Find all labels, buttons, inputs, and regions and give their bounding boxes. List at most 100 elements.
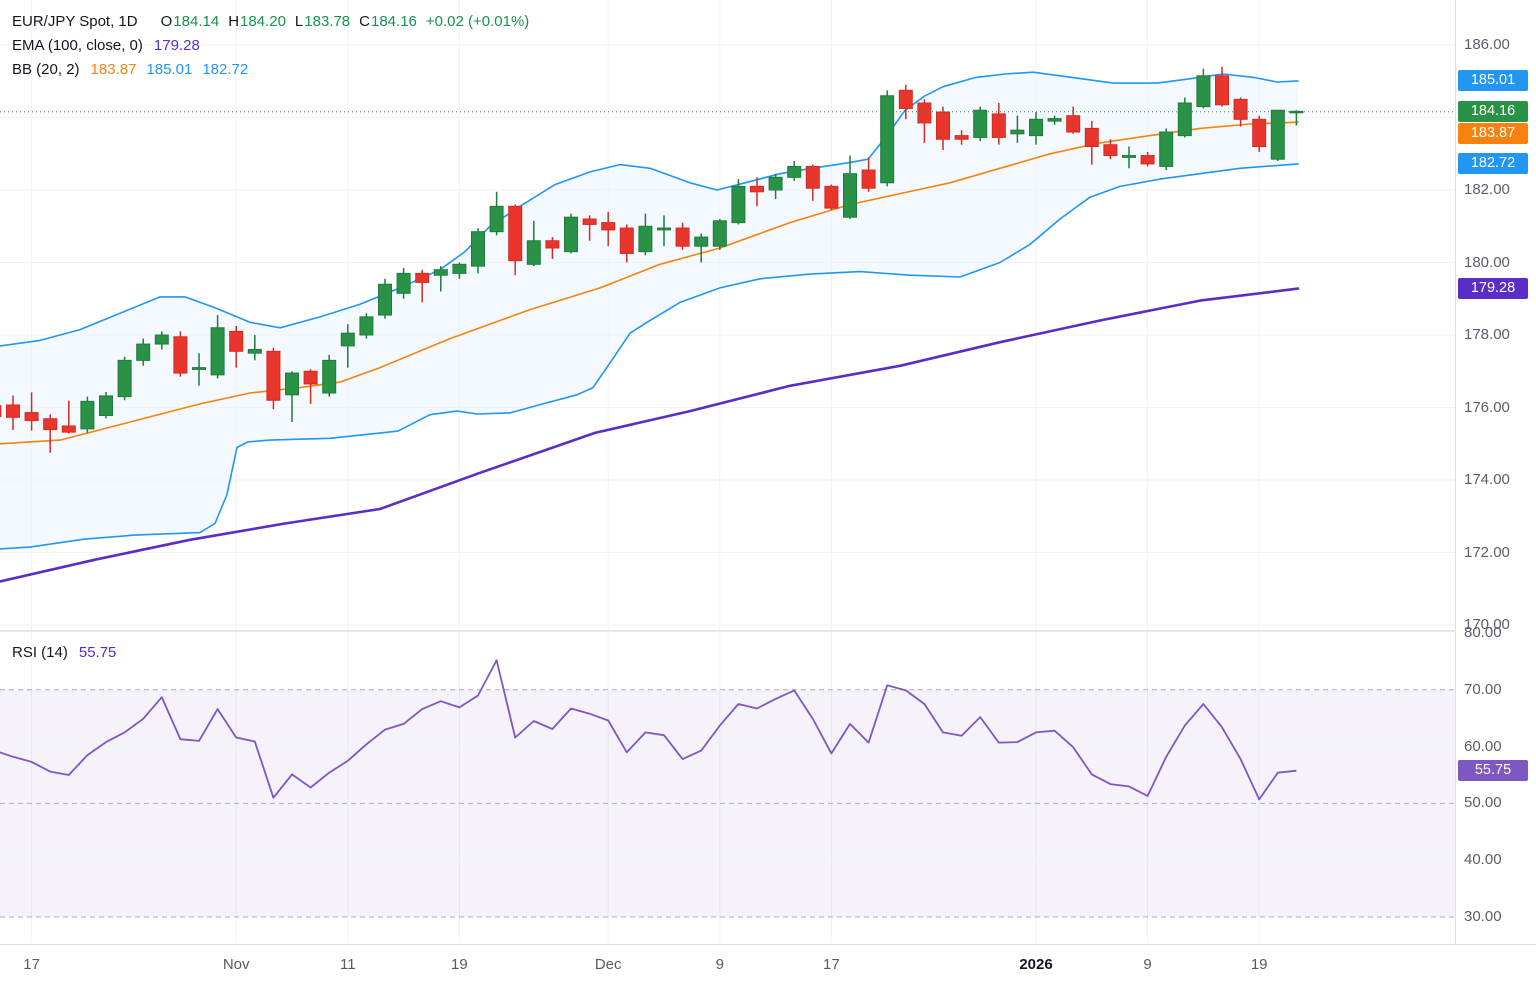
time-tick-label: 2026 [1019,956,1053,973]
candle-body [861,169,876,189]
candle [1159,128,1174,171]
candle-body [340,332,355,347]
candle [880,90,895,187]
candle [210,315,225,379]
candle-body [61,425,76,433]
candle [619,224,634,263]
bb-label: BB (20, 2) [12,61,80,78]
candle-body [24,412,39,422]
rsi-legend: RSI (14) 55.75 [12,641,116,665]
candle-body [582,218,597,225]
main-legend: EUR/JPY Spot, 1D O184.14 H184.20 L183.78 C18… [12,10,529,82]
candle [452,262,467,279]
candle-body [415,272,430,283]
candle-body [657,227,671,231]
candle-body [154,334,169,345]
candle [750,177,764,207]
rsi-tick-label: 70.00 [1464,680,1502,698]
candle-body [1140,155,1155,165]
candle [1215,66,1229,107]
candle-body [638,225,653,253]
candle [843,155,857,219]
symbol-legend-row[interactable]: EUR/JPY Spot, 1D O184.14 H184.20 L183.78 C18… [12,10,529,34]
candle [1177,97,1192,138]
time-axis[interactable]: 17 Nov 11 19 Dec 9 17 2026 9 19 [0,944,1536,984]
candle [657,215,671,247]
price-tick-label: 186.00 [1464,36,1510,53]
candle [898,84,913,120]
candle [731,179,746,225]
candle-body [99,395,113,416]
price-axis[interactable]: 186.00 182.00 180.00 178.00 176.00 174.00 172.… [1455,0,1536,944]
candle [582,215,597,241]
candle-body [266,350,281,401]
candle [61,400,76,434]
ema-legend-row[interactable]: EMA (100, close, 0) 179.28 [12,34,529,58]
bb-upper-line [0,71,1299,347]
candle [1084,121,1099,165]
candle-body [43,418,58,431]
candle [675,222,690,250]
candle [861,157,876,192]
time-tick-label: 11 [340,956,356,973]
candle-body [750,185,764,193]
bb-legend-row[interactable]: BB (20, 2) 183.87 185.01 182.72 [12,58,529,82]
candle [303,369,318,404]
candle-body [545,240,560,249]
time-tick-label: Dec [594,956,622,973]
rsi-tick-label: 80.00 [1464,624,1502,641]
ema-line [0,287,1300,583]
change-value: +0.02 (+0.01%) [425,13,530,30]
price-tick-label: 182.00 [1464,181,1510,198]
candle-body [526,240,541,265]
pane-separator[interactable] [0,630,1455,632]
candle [936,106,950,151]
rsi-tick-label: 50.00 [1464,794,1502,812]
candle-body [508,205,523,262]
price-tick-label: 172.00 [1464,543,1510,561]
candle-body [117,359,132,398]
candle [80,396,95,433]
rsi-label: RSI (14) [12,644,68,661]
candle-body [452,263,467,274]
candle-body [1103,144,1118,157]
candle [1140,151,1155,167]
candle-body [973,109,988,138]
candle [545,237,560,259]
candle [1196,68,1211,109]
price-tick-label: 176.00 [1464,398,1510,416]
candle [99,391,113,419]
candle-body [1122,155,1136,158]
candle [266,347,281,410]
candle-body [1084,127,1099,147]
price-tick-label: 180.00 [1464,253,1510,271]
candle [917,99,932,143]
candle [526,220,541,267]
candle [1066,106,1081,134]
time-tick-label: Nov [222,956,250,973]
candle-body [1159,131,1174,167]
bb-lower-value: 182.72 [202,61,249,78]
candle-body [898,89,913,109]
candle-body [917,102,932,124]
candle-body [1233,98,1248,120]
candle [508,204,523,276]
candle [24,392,39,431]
candle [43,414,58,453]
time-tick-label: 19 [451,956,468,973]
candle [173,331,188,377]
candle-body [1177,102,1192,137]
candle [378,278,392,319]
candle [601,211,616,247]
candle-body [0,405,2,418]
candle [787,161,802,181]
candle-body [731,185,746,224]
bb-basis-line [0,121,1299,445]
candle-body [396,272,411,294]
high-label: H [228,13,240,30]
rsi-legend-row[interactable]: RSI (14) 55.75 [12,641,116,665]
candle-body [694,236,709,247]
rsi-tick-label: 30.00 [1464,908,1502,925]
candle [359,313,374,339]
chart-canvas[interactable] [0,0,1455,944]
